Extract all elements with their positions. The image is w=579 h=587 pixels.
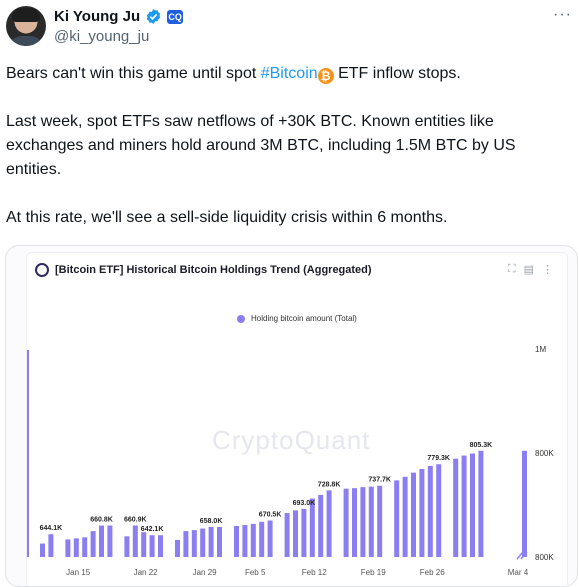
data-label: 737.7K — [368, 477, 391, 484]
chart-card[interactable]: [Bitcoin ETF] Historical Bitcoin Holding… — [5, 245, 578, 587]
data-label: 779.3K — [427, 455, 450, 462]
chart-bar[interactable] — [124, 536, 130, 557]
x-tick-label: Mar 4 — [508, 568, 529, 577]
data-label: 642.1K — [141, 526, 164, 533]
chart-bar[interactable] — [394, 480, 400, 557]
chart-container: [Bitcoin ETF] Historical Bitcoin Holding… — [26, 252, 568, 586]
bar-chart: 644.1K 660.8K 660.9K 642.1K 658.0K 670.5K 693.… — [27, 345, 554, 577]
chart-bar[interactable] — [478, 450, 484, 557]
chart-bar[interactable] — [301, 508, 307, 557]
chart-bar[interactable] — [267, 520, 273, 557]
x-tick-label: Jan 29 — [193, 568, 218, 577]
chart-bar[interactable] — [427, 465, 433, 557]
chart-bar[interactable] — [90, 531, 96, 557]
more-options-icon[interactable]: ··· — [553, 6, 572, 23]
chart-bar[interactable] — [27, 350, 29, 557]
chart-title: [Bitcoin ETF] Historical Bitcoin Holding… — [55, 264, 372, 276]
chart-legend[interactable]: Holding bitcoin amount (Total) — [237, 314, 357, 323]
verified-badge-icon — [146, 9, 161, 24]
chart-bar[interactable] — [250, 523, 256, 557]
chart-bar[interactable] — [40, 543, 45, 557]
chart-bar[interactable] — [453, 458, 459, 557]
tweet-paragraph-3: At this rate, we'll see a sell-side liqu… — [6, 209, 448, 226]
chart-bar[interactable] — [132, 525, 138, 557]
hashtag-link[interactable]: #Bitcoin — [260, 65, 318, 82]
data-label: 660.9K — [124, 516, 147, 523]
author-handle[interactable]: @ki_young_ju — [54, 28, 150, 45]
data-label: 644.1K — [40, 525, 63, 532]
chart-bar[interactable] — [149, 535, 155, 557]
legend-label: Holding bitcoin amount (Total) — [251, 314, 357, 323]
chart-bar[interactable] — [436, 464, 442, 557]
chart-bar[interactable] — [293, 510, 298, 557]
data-label: 658.0K — [200, 518, 223, 525]
cryptoquant-logo-icon — [35, 263, 49, 277]
y-tick-label: 1M — [535, 345, 546, 354]
x-tick-label: Jan 15 — [66, 568, 91, 577]
y-tick-label: 800K — [535, 553, 554, 562]
data-label: 805.3K — [470, 442, 493, 449]
avatar[interactable] — [6, 6, 46, 46]
chart-bar[interactable] — [242, 524, 248, 557]
chart-bar[interactable] — [191, 530, 197, 557]
chart-bar[interactable] — [352, 488, 357, 557]
chart-bar[interactable] — [326, 490, 332, 557]
chart-bar[interactable] — [73, 538, 79, 557]
x-tick-label: Feb 5 — [245, 568, 266, 577]
x-tick-label: Jan 22 — [134, 568, 159, 577]
tweet-text: Bears can't win this game until spot #Bi… — [6, 62, 572, 254]
chart-bar[interactable] — [461, 455, 467, 557]
chart-bar[interactable] — [99, 525, 104, 557]
chart-bar[interactable] — [377, 485, 383, 557]
cryptoquant-badge-icon[interactable]: CQ — [167, 9, 184, 24]
chart-bar[interactable] — [82, 537, 88, 557]
chart-toolbar: ⛶ ▤ ⋮ — [508, 263, 553, 276]
chart-bar[interactable] — [107, 525, 113, 557]
chart-bar[interactable] — [217, 526, 222, 557]
chart-bar[interactable] — [411, 472, 416, 557]
data-label: 660.8K — [90, 517, 113, 524]
save-icon[interactable]: ▤ — [523, 264, 534, 276]
more-icon[interactable]: ⋮ — [542, 264, 553, 276]
chart-bar[interactable] — [360, 487, 366, 557]
data-label: 670.5K — [259, 512, 282, 519]
author-row: Ki Young Ju CQ — [54, 8, 184, 25]
legend-dot-icon — [237, 314, 245, 323]
chart-bar[interactable] — [141, 532, 147, 557]
chart-bar[interactable] — [522, 450, 527, 557]
chart-bar[interactable] — [200, 528, 206, 557]
y-tick-label: 800K — [535, 449, 554, 458]
expand-icon[interactable]: ⛶ — [507, 263, 516, 275]
chart-bar[interactable] — [309, 498, 315, 557]
chart-bar[interactable] — [158, 535, 163, 557]
x-tick-label: Feb 19 — [361, 568, 386, 577]
chart-bar[interactable] — [48, 534, 54, 557]
chart-bar[interactable] — [470, 453, 475, 558]
chart-bar[interactable] — [368, 486, 374, 557]
data-label: 728.8K — [318, 481, 341, 488]
tweet-header: Ki Young Ju CQ @ki_young_ju ··· — [6, 4, 576, 50]
watermark: CryptoQuant — [212, 425, 371, 455]
bitcoin-emoji-icon: ₿ — [317, 68, 334, 84]
chart-header: [Bitcoin ETF] Historical Bitcoin Holding… — [35, 263, 372, 277]
author-name[interactable]: Ki Young Ju — [54, 8, 141, 25]
tweet-paragraph-1: Bears can't win this game until spot #Bi… — [6, 65, 461, 84]
chart-bar[interactable] — [208, 526, 214, 557]
chart-bar[interactable] — [318, 494, 324, 557]
axis-break-icon — [516, 551, 528, 560]
chart-bar[interactable] — [419, 469, 425, 557]
chart-bar[interactable] — [259, 521, 265, 557]
chart-bar[interactable] — [284, 513, 290, 557]
x-tick-label: Feb 26 — [420, 568, 445, 577]
chart-bar[interactable] — [183, 531, 189, 557]
chart-bar[interactable] — [402, 476, 408, 557]
data-label: 693.0K — [293, 500, 316, 507]
tweet-paragraph-2: Last week, spot ETFs saw netflows of +30… — [6, 113, 516, 178]
chart-bar[interactable] — [234, 525, 239, 557]
x-tick-label: Feb 12 — [302, 568, 327, 577]
chart-bar[interactable] — [65, 539, 71, 557]
chart-bar[interactable] — [343, 488, 349, 557]
chart-bar[interactable] — [175, 539, 180, 557]
